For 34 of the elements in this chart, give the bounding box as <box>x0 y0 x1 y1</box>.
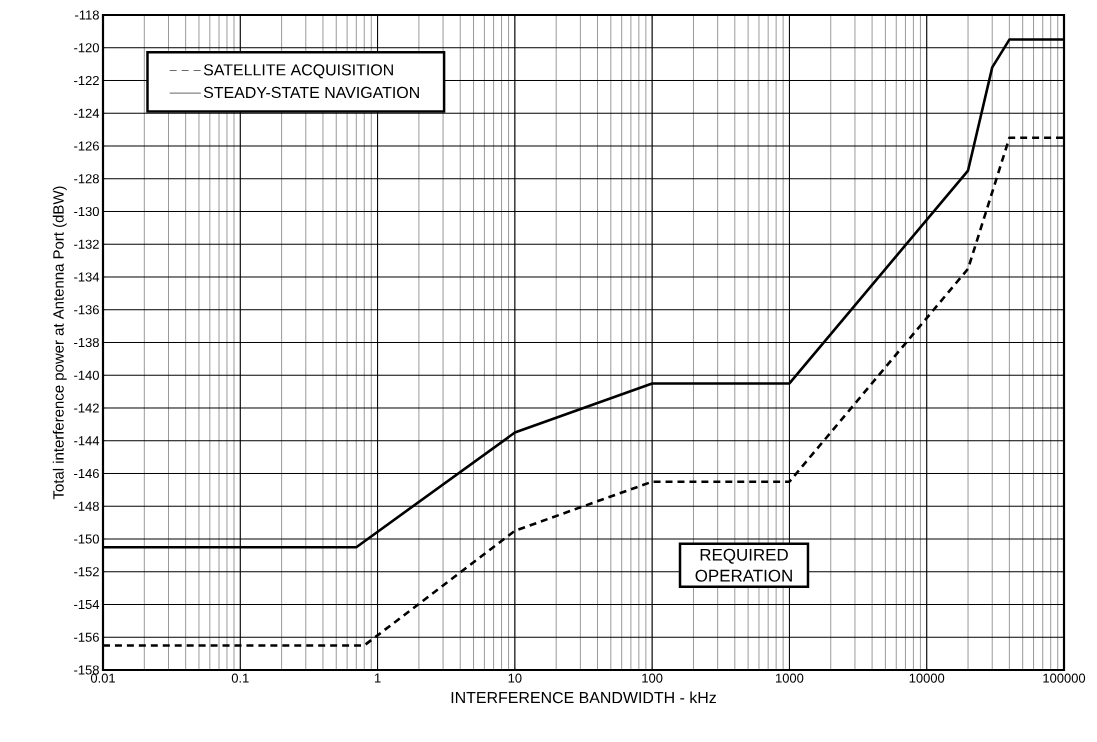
y-tick-label: -158 <box>74 665 99 675</box>
y-tick-label: -138 <box>74 337 99 348</box>
x-axis-title: INTERFERENCE BANDWIDTH - kHz <box>451 691 716 704</box>
y-tick-label: -124 <box>74 108 100 118</box>
legend-label: SATELLITE ACQUISITION <box>203 64 393 79</box>
y-axis-title: Total interference power at Antenna Port (dBW) <box>52 186 67 500</box>
x-tick-label: 100 <box>642 673 663 683</box>
x-tick-label: 100000 <box>1043 673 1086 683</box>
annotation: REQUIRED OPERATION <box>695 548 792 582</box>
x-tick-label: 0.01 <box>90 673 115 683</box>
y-tick-label: -120 <box>74 43 99 53</box>
y-tick-label: -140 <box>74 370 99 380</box>
y-tick-label: -152 <box>74 567 99 577</box>
x-tick-label: 10 <box>508 673 522 683</box>
x-tick-label: 1 <box>374 673 381 683</box>
y-tick-label: -150 <box>74 534 99 544</box>
y-tick-label: -122 <box>74 75 99 86</box>
y-tick-label: -144 <box>74 436 100 446</box>
y-tick-label: -148 <box>74 501 99 511</box>
y-tick-label: -154 <box>74 599 100 610</box>
y-tick-label: -126 <box>74 141 99 151</box>
legend-label: STEADY-STATE NAVIGATION <box>203 86 419 99</box>
y-tick-label: -156 <box>74 632 99 642</box>
x-tick-label: 0.1 <box>231 673 249 683</box>
y-tick-label: -134 <box>74 272 100 282</box>
y-tick-label: -136 <box>74 305 99 315</box>
y-tick-label: -146 <box>74 468 99 479</box>
x-tick-label: 10000 <box>909 673 945 683</box>
y-tick-label: -130 <box>74 206 99 217</box>
y-tick-label: -132 <box>74 239 99 249</box>
y-tick-label: -128 <box>74 174 99 184</box>
y-tick-label: -142 <box>74 403 99 413</box>
x-tick-label: 1000 <box>776 673 804 683</box>
y-tick-label: -118 <box>75 10 99 20</box>
